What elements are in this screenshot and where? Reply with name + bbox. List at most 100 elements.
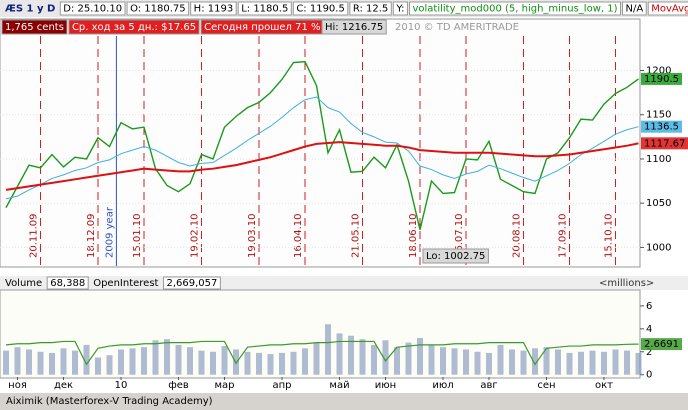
header-field: O: 1180.75 <box>130 4 186 15</box>
volume-bar <box>635 352 642 375</box>
x-tick-label: май <box>329 380 349 391</box>
last-value-box <box>641 72 682 85</box>
volume-bar <box>129 348 136 375</box>
volume-bar <box>532 348 538 375</box>
header-field: 2,669,057 <box>166 278 217 289</box>
volume-bar <box>175 344 182 375</box>
volume-bar <box>543 347 550 375</box>
y-tick-label: 1200 <box>646 66 671 77</box>
expiry-label: 19.02.10 <box>190 213 201 258</box>
y-tick-label: 1100 <box>646 154 671 165</box>
x-tick-label: ноя <box>8 380 27 391</box>
header-field: Y: <box>395 4 404 15</box>
x-tick-label: июл <box>432 380 453 391</box>
volume-bar <box>14 347 21 375</box>
header-field-box <box>237 1 292 16</box>
header-field: Volume <box>5 278 42 289</box>
x-tick-label: 10 <box>115 380 128 391</box>
volume-bar <box>474 351 481 375</box>
last-value-box <box>641 137 688 150</box>
header-field: C: 1190.5 <box>296 4 345 15</box>
volume-bar <box>463 349 469 375</box>
series-line <box>5 96 639 200</box>
volume-bar <box>601 351 607 375</box>
y-tick-label: 4 <box>646 324 652 335</box>
header-field-box <box>126 1 190 16</box>
volume-bar <box>405 342 412 375</box>
volume-bar <box>37 351 44 375</box>
last-value-label: 1190.5 <box>644 74 679 85</box>
expiry-label: 15.10.10 <box>604 213 615 258</box>
volume-bar <box>95 357 101 375</box>
volume-bar <box>3 350 9 375</box>
volume-bar <box>187 347 193 375</box>
volume-bar <box>267 354 274 375</box>
volume-bar <box>520 350 527 375</box>
header-field-box <box>190 1 237 16</box>
volume-bar <box>244 351 251 375</box>
volume-bar <box>118 349 124 375</box>
expiry-label: 18.12.09 <box>86 213 97 258</box>
header-field: 1,765 cents <box>5 22 64 33</box>
volume-bar <box>371 344 377 375</box>
header-field: ÆS 1 y D <box>5 4 55 15</box>
volume-bar <box>451 348 458 375</box>
volume-bar <box>164 339 170 375</box>
volume-bar <box>336 333 343 375</box>
volume-bar <box>555 349 561 375</box>
header-field-box <box>1 19 68 35</box>
last-value-label: 1136.5 <box>644 122 679 133</box>
volume-bar <box>359 339 366 375</box>
header-field-box <box>46 276 89 290</box>
volume-bar <box>210 351 216 375</box>
header-field-box <box>408 1 622 16</box>
status-bar <box>0 393 688 410</box>
header-field: Hi: 1216.75 <box>325 22 383 33</box>
volume-bar <box>417 338 423 375</box>
volume-bar <box>612 349 619 375</box>
header-field: 68,388 <box>50 278 85 289</box>
volume-bar <box>394 347 400 375</box>
expiry-label: 17.09.10 <box>558 213 569 258</box>
x-tick-label: дек <box>54 380 73 391</box>
last-value-box <box>641 120 682 133</box>
header-field: H: 1193 <box>194 4 234 15</box>
y-tick-label: 2 <box>646 347 652 358</box>
expiry-label: 19.03.10 <box>247 213 258 258</box>
header-field-box <box>68 19 200 35</box>
x-tick-label: авг <box>480 380 497 391</box>
header-field-box <box>647 1 688 16</box>
header-field: Ср. ход за 5 дн.: $17.65 <box>72 22 196 33</box>
last-value-box <box>641 338 682 351</box>
volume-bar <box>152 340 159 375</box>
volume-bar <box>302 348 308 375</box>
expiry-label: 16.04.10 <box>293 213 304 258</box>
volume-bar <box>221 346 228 375</box>
expiry-label: 21.05.10 <box>351 213 362 258</box>
expiry-label: 20.08.10 <box>512 213 523 258</box>
y-tick-label: 1050 <box>646 198 671 209</box>
volume-bar <box>256 352 262 375</box>
expiry-label: 20.11.09 <box>29 213 40 258</box>
header-field: L: 1180.5 <box>241 4 288 15</box>
volume-bar <box>313 342 320 375</box>
series-line <box>5 60 639 230</box>
volume-bar <box>624 350 630 375</box>
volume-bar <box>566 352 573 375</box>
header-field-box <box>349 1 392 16</box>
header-field-box <box>622 1 647 16</box>
header-field-box <box>392 1 408 16</box>
header-field-box <box>59 1 126 16</box>
volume-bar <box>198 350 205 375</box>
header-field: R: 12.5 <box>353 4 388 15</box>
header-field: Сегодня прошел 71 % к ср. х <box>204 22 357 33</box>
expiry-label: 15.01.10 <box>132 213 143 258</box>
volume-bar <box>290 351 297 375</box>
expiry-label: 18.06.10 <box>408 213 419 258</box>
volume-bar <box>141 347 147 375</box>
volume-bar <box>578 351 584 375</box>
x-tick-label: фев <box>168 380 189 391</box>
y-tick-label: 0 <box>646 370 652 381</box>
volume-bar <box>589 350 596 375</box>
volume-bar <box>279 352 285 375</box>
